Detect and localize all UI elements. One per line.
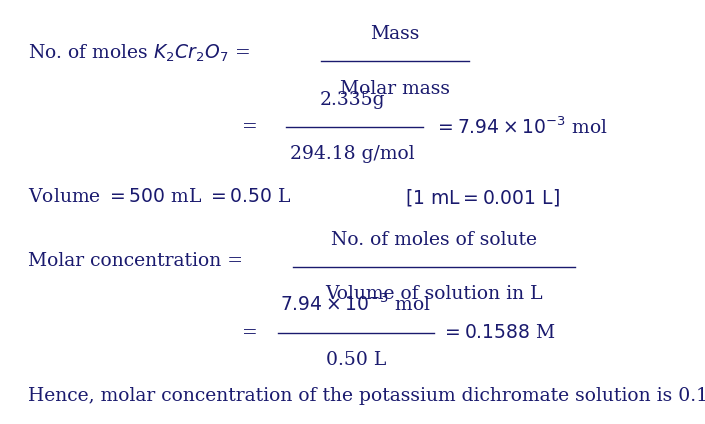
Text: Molar concentration =: Molar concentration = bbox=[28, 252, 243, 270]
Text: No. of moles of solute: No. of moles of solute bbox=[331, 231, 537, 249]
Text: 0.50 L: 0.50 L bbox=[326, 351, 386, 369]
Text: =: = bbox=[243, 324, 258, 342]
Text: $= 7.94\times10^{-3}$ mol: $= 7.94\times10^{-3}$ mol bbox=[434, 117, 608, 138]
Text: Volume of solution in L: Volume of solution in L bbox=[325, 285, 542, 303]
Text: $= 0.1588$ M: $= 0.1588$ M bbox=[441, 324, 556, 342]
Text: Volume $= 500$ mL $= 0.50$ L: Volume $= 500$ mL $= 0.50$ L bbox=[28, 188, 292, 206]
Text: 294.18 g/mol: 294.18 g/mol bbox=[290, 145, 415, 163]
Text: =: = bbox=[243, 118, 258, 136]
Text: $7.94\times10^{-3}$ mol: $7.94\times10^{-3}$ mol bbox=[281, 293, 431, 315]
Text: Molar mass: Molar mass bbox=[340, 80, 450, 98]
Text: 2.335g: 2.335g bbox=[320, 91, 385, 109]
Text: Mass: Mass bbox=[370, 25, 419, 43]
Text: No. of moles $K_2Cr_2O_7$ =: No. of moles $K_2Cr_2O_7$ = bbox=[28, 42, 250, 64]
Text: $\left[1\ \mathrm{mL} = 0.001\ \mathrm{L}\right]$: $\left[1\ \mathrm{mL} = 0.001\ \mathrm{L… bbox=[405, 187, 560, 208]
Text: Hence, molar concentration of the potassium dichromate solution is 0.1588 M.: Hence, molar concentration of the potass… bbox=[28, 388, 705, 405]
